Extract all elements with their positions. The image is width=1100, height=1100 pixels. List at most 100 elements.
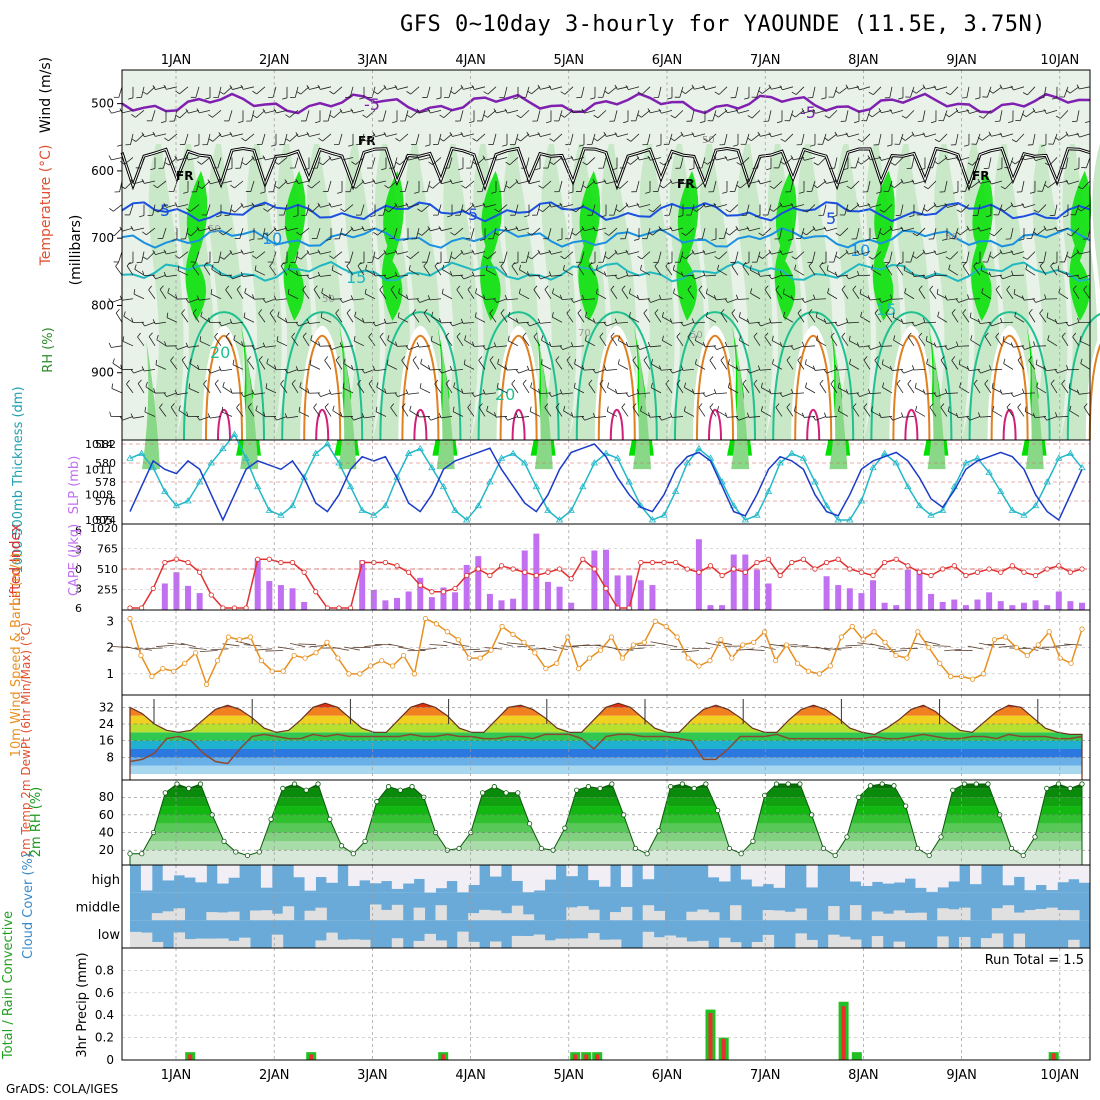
wind-barb xyxy=(254,392,266,395)
wind-barb xyxy=(190,204,200,212)
wind-barb-flag xyxy=(813,294,816,300)
wind-barb-flag xyxy=(472,161,477,165)
wind-barb-flag xyxy=(163,84,167,90)
wind-barb-flag xyxy=(999,389,1003,395)
precip-conv-bar xyxy=(595,1054,600,1060)
wind-barb-flag xyxy=(445,332,450,338)
wind-barb xyxy=(228,110,233,122)
wind-barb-flag xyxy=(647,412,651,418)
wind-barb xyxy=(958,109,970,114)
wind-barb-flag xyxy=(395,138,400,142)
precip-conv-bar xyxy=(309,1054,314,1060)
wind-speed-line-point xyxy=(1068,660,1074,666)
wind-barb xyxy=(331,204,343,208)
wind-barb xyxy=(355,157,365,165)
wind-barb-flag xyxy=(681,255,686,260)
wind-barb xyxy=(540,274,552,280)
wind-barb-flag xyxy=(471,271,475,277)
cloud-cell xyxy=(1002,905,1015,921)
wind-barb-flag xyxy=(559,389,563,395)
ylabel-temperature: Temperature (°C) xyxy=(38,145,54,267)
wind-barb-flag xyxy=(152,319,156,324)
wind-barb-flag xyxy=(680,179,684,185)
temp-band xyxy=(130,740,1082,749)
thickness-line-point xyxy=(938,506,947,513)
wind-barb-flag xyxy=(812,415,816,421)
thickness-line-point xyxy=(846,516,854,523)
ytick-label-li: 6 xyxy=(75,602,82,615)
wind-barb xyxy=(573,298,585,303)
surface-wind-barb xyxy=(845,644,864,647)
wind-barb xyxy=(723,227,728,239)
wind-barb xyxy=(456,336,464,347)
wind-barb-flag xyxy=(296,270,299,276)
wind-barb xyxy=(569,227,574,239)
wind-barb-flag xyxy=(163,392,167,397)
wind-barb xyxy=(265,109,277,114)
wind-barb xyxy=(456,289,464,299)
wind-barb xyxy=(192,312,200,323)
wind-barb-flag xyxy=(714,91,720,95)
wind-barb-flag xyxy=(738,312,741,318)
contour-label: 70 xyxy=(578,328,591,339)
wind-barb xyxy=(195,251,200,263)
wind-barb xyxy=(306,204,310,216)
wind-barb xyxy=(816,339,827,347)
wind-barb-flag xyxy=(471,392,475,397)
wind-barb-flag xyxy=(717,264,720,270)
wind-barb-flag xyxy=(977,318,981,324)
wind-barb xyxy=(960,204,970,213)
wind-barb-flag xyxy=(691,84,695,90)
wind-barb xyxy=(1025,110,1036,118)
wind-barb-flag xyxy=(262,155,266,161)
wind-barb-flag xyxy=(508,311,511,317)
wind-barb xyxy=(993,227,1003,237)
wind-barb xyxy=(299,386,310,394)
cloud-cell xyxy=(206,938,218,948)
ytick-label-rh: 80 xyxy=(99,790,114,804)
wind-barb-flag xyxy=(384,184,389,189)
wind-barb xyxy=(321,292,332,300)
cape-bar xyxy=(928,593,935,610)
wind-barb xyxy=(552,292,563,300)
wind-barb-flag xyxy=(672,265,675,271)
wind-barb-flag xyxy=(599,332,604,337)
wind-barb-flag xyxy=(991,382,994,389)
cape-bar xyxy=(301,601,308,610)
panel-precip-bg xyxy=(122,948,1090,1060)
wind-barb-flag xyxy=(978,412,981,418)
wind-barb xyxy=(133,227,145,231)
wind-barb-flag xyxy=(977,137,983,141)
wind-barb xyxy=(531,86,541,95)
wind-barb-flag xyxy=(882,382,885,388)
wind-barb xyxy=(1060,110,1069,119)
cloud-cell xyxy=(871,865,884,882)
wind-barb-flag xyxy=(438,226,442,231)
rh-bands xyxy=(130,784,1082,865)
wind-barb xyxy=(889,251,893,263)
isotherm-line xyxy=(121,260,1091,283)
wind-barb-flag xyxy=(229,85,233,90)
wind-barb xyxy=(368,383,376,394)
rh-point xyxy=(703,781,709,787)
wind-barb xyxy=(606,368,618,371)
lifted-index-line-point xyxy=(1032,572,1039,579)
wind-barb-flag xyxy=(1010,160,1016,165)
contour-label: 20 xyxy=(495,385,515,404)
wind-barb-flag xyxy=(757,179,761,185)
wind-barb xyxy=(1064,251,1069,263)
wind-barb-flag xyxy=(643,356,648,361)
wind-barb-flag xyxy=(1010,392,1014,397)
isotherm-25 xyxy=(205,334,243,441)
wind-barb xyxy=(1002,133,1014,138)
cloud-cell xyxy=(140,865,153,891)
wind-speed-line-point xyxy=(816,671,822,677)
wind-barb xyxy=(1072,336,1080,347)
wind-barb-flag xyxy=(139,215,145,218)
wind-barb xyxy=(753,336,761,347)
cape-bar xyxy=(1079,602,1085,610)
wind-barb-flag xyxy=(1030,191,1036,194)
wind-barb-flag xyxy=(889,108,893,114)
wind-barb-flag xyxy=(694,335,697,341)
temp-band xyxy=(130,757,1082,766)
